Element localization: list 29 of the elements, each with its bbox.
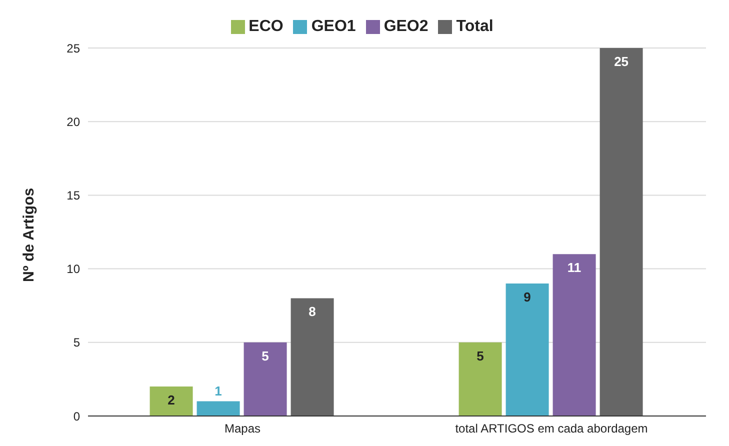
y-axis-title: Nº de Artigos — [20, 188, 38, 282]
y-tick-label: 15 — [66, 188, 80, 202]
legend-label: Total — [456, 18, 494, 35]
y-tick-label: 25 — [66, 41, 80, 56]
bar — [458, 342, 502, 416]
bar — [196, 401, 240, 416]
y-tick-label: 10 — [66, 262, 80, 276]
x-tick-label: Mapas — [224, 422, 261, 436]
legend-label: ECO — [248, 18, 284, 35]
bar — [290, 298, 334, 416]
data-label: 5 — [476, 348, 484, 364]
bar — [150, 386, 193, 416]
legend-label: GEO1 — [311, 18, 356, 35]
data-label: 2 — [168, 392, 175, 408]
data-label: 8 — [308, 304, 316, 320]
data-label: 11 — [567, 260, 582, 276]
data-label: 5 — [262, 348, 269, 364]
legend-label: GEO2 — [384, 18, 428, 35]
bar — [552, 254, 596, 416]
data-label: 25 — [614, 54, 629, 69]
bar — [600, 48, 643, 416]
bar — [506, 284, 549, 416]
bar — [244, 342, 287, 416]
x-tick-label: total ARTIGOS em cada abordagem — [455, 422, 648, 436]
y-tick-label: 5 — [73, 336, 80, 350]
y-tick-label: 20 — [66, 114, 80, 129]
data-label: 9 — [524, 290, 531, 305]
y-tick-label: 0 — [73, 409, 80, 424]
data-label: 1 — [214, 383, 222, 398]
